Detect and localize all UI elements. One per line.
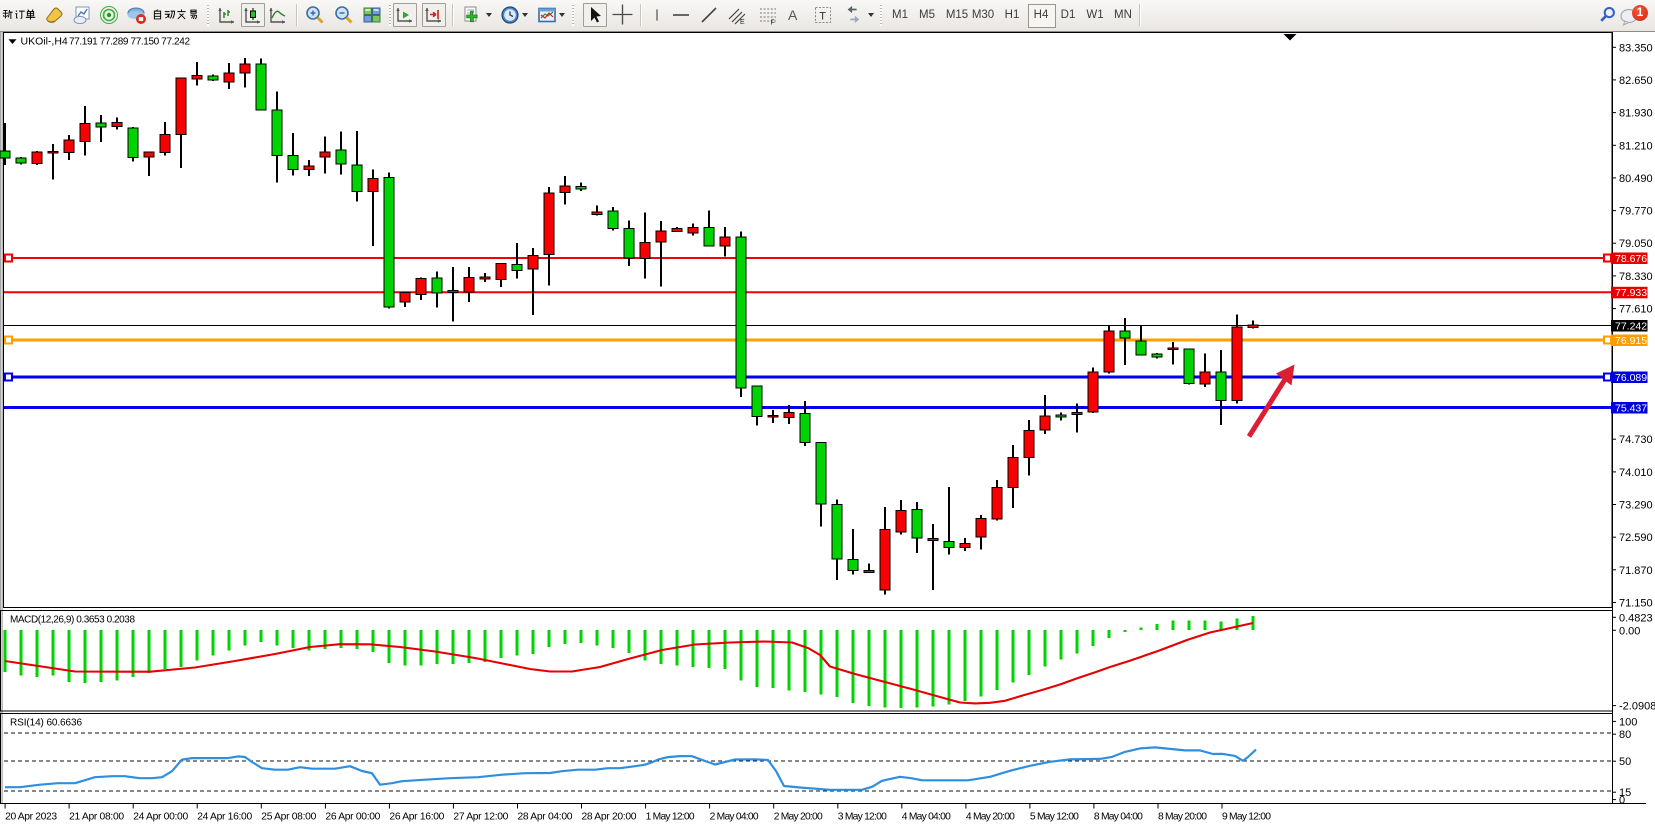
svg-text:2 May 20:00: 2 May 20:00 — [774, 812, 823, 823]
svg-text:79.770: 79.770 — [1619, 206, 1653, 218]
svg-text:71.150: 71.150 — [1619, 598, 1653, 610]
svg-text:4 May 04:00: 4 May 04:00 — [902, 812, 951, 823]
svg-text:81.930: 81.930 — [1619, 108, 1653, 120]
svg-text:26 Apr 16:00: 26 Apr 16:00 — [389, 812, 444, 823]
svg-text:71.870: 71.870 — [1619, 565, 1653, 577]
svg-text:80.490: 80.490 — [1619, 173, 1653, 185]
svg-text:100: 100 — [1619, 716, 1637, 728]
svg-text:77.933: 77.933 — [1615, 287, 1647, 299]
svg-text:27 Apr 12:00: 27 Apr 12:00 — [453, 812, 508, 823]
svg-text:78.330: 78.330 — [1619, 271, 1653, 283]
svg-text:8 May 20:00: 8 May 20:00 — [1158, 812, 1207, 823]
svg-text:5 May 12:00: 5 May 12:00 — [1030, 812, 1079, 823]
svg-text:8 May 04:00: 8 May 04:00 — [1094, 812, 1143, 823]
svg-text:E: E — [740, 19, 745, 25]
svg-text:24 Apr 00:00: 24 Apr 00:00 — [133, 812, 188, 823]
svg-text:26 Apr 00:00: 26 Apr 00:00 — [325, 812, 380, 823]
svg-text:50: 50 — [1619, 756, 1631, 768]
svg-text:F: F — [771, 20, 775, 26]
svg-text:1 May 12:00: 1 May 12:00 — [646, 812, 695, 823]
svg-text:20 Apr 2023: 20 Apr 2023 — [5, 812, 57, 823]
svg-text:81.210: 81.210 — [1619, 140, 1653, 152]
svg-text:77.242: 77.242 — [1615, 320, 1647, 332]
svg-text:80: 80 — [1619, 729, 1631, 741]
svg-text:24 Apr 16:00: 24 Apr 16:00 — [197, 812, 252, 823]
svg-text:83.350: 83.350 — [1619, 42, 1653, 54]
svg-text:79.050: 79.050 — [1619, 238, 1653, 250]
svg-text:25 Apr 08:00: 25 Apr 08:00 — [261, 812, 316, 823]
svg-text:76.915: 76.915 — [1615, 335, 1647, 347]
svg-text:82.650: 82.650 — [1619, 75, 1653, 87]
svg-text:0: 0 — [1619, 795, 1625, 807]
svg-text:74.010: 74.010 — [1619, 467, 1653, 479]
svg-text:74.730: 74.730 — [1619, 434, 1653, 446]
svg-text:0.00: 0.00 — [1619, 625, 1640, 637]
svg-text:77.191 77.289 77.150 77.242: 77.191 77.289 77.150 77.242 — [69, 36, 190, 47]
svg-text:3 May 12:00: 3 May 12:00 — [838, 812, 887, 823]
svg-text:75.437: 75.437 — [1615, 402, 1647, 414]
svg-text:UKOil-,H4: UKOil-,H4 — [21, 35, 68, 47]
svg-text:28 Apr 04:00: 28 Apr 04:00 — [518, 812, 573, 823]
svg-text:4 May 20:00: 4 May 20:00 — [966, 812, 1015, 823]
svg-text:28 Apr 20:00: 28 Apr 20:00 — [582, 812, 637, 823]
svg-text:76.089: 76.089 — [1615, 372, 1647, 384]
svg-text:MACD(12,26,9) 0.3653 0.2038: MACD(12,26,9) 0.3653 0.2038 — [10, 615, 135, 626]
svg-text:73.290: 73.290 — [1619, 500, 1653, 512]
svg-text:9 May 12:00: 9 May 12:00 — [1222, 812, 1271, 823]
svg-text:-2.0908: -2.0908 — [1619, 701, 1655, 713]
svg-text:78.676: 78.676 — [1615, 253, 1647, 265]
svg-text:T: T — [819, 11, 826, 23]
svg-text:2 May 04:00: 2 May 04:00 — [710, 812, 759, 823]
svg-text:0.4823: 0.4823 — [1619, 612, 1653, 624]
svg-text:21 Apr 08:00: 21 Apr 08:00 — [69, 812, 124, 823]
svg-text:77.610: 77.610 — [1619, 304, 1653, 316]
svg-text:72.590: 72.590 — [1619, 532, 1653, 544]
svg-text:RSI(14) 60.6636: RSI(14) 60.6636 — [10, 718, 82, 729]
svg-text:15: 15 — [1619, 787, 1631, 799]
